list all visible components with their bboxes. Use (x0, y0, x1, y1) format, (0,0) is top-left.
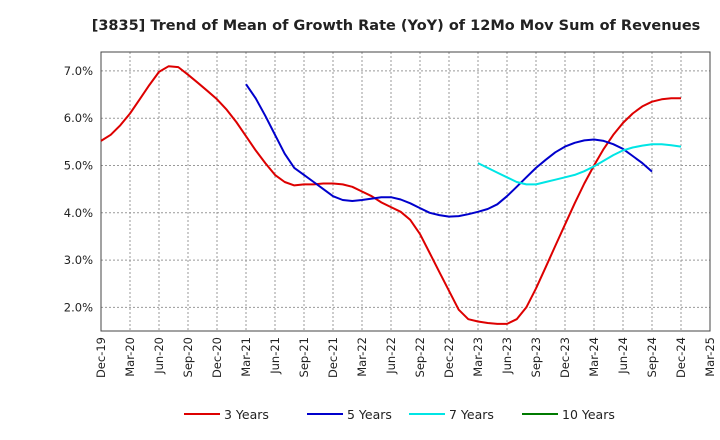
chart-title: [3835] Trend of Mean of Growth Rate (YoY… (92, 18, 701, 34)
y-tick-label: 4.0% (64, 206, 93, 220)
x-tick-label: Mar-25 (703, 337, 717, 377)
x-tick-label: Jun-24 (616, 337, 630, 375)
x-tick-label: Sep-20 (181, 337, 195, 377)
x-tick-label: Jun-22 (384, 337, 398, 375)
legend-label: 5 Years (347, 407, 392, 422)
x-tick-label: Sep-23 (529, 337, 543, 377)
series-lines (100, 65, 682, 325)
x-tick-label: Mar-23 (471, 337, 485, 377)
x-tick-label: Mar-22 (355, 337, 369, 377)
plot-area (100, 51, 711, 332)
x-tick-label: Sep-22 (413, 337, 427, 377)
x-tick-label: Dec-23 (558, 337, 572, 378)
grid-lines (100, 52, 711, 331)
x-tick-label: Sep-21 (297, 337, 311, 377)
x-tick-label: Mar-21 (239, 337, 253, 377)
x-tick-label: Jun-23 (500, 337, 514, 375)
y-tick-label: 7.0% (64, 64, 93, 78)
y-axis: 2.0% 3.0% 4.0% 5.0% 6.0% 7.0% (64, 64, 93, 314)
x-tick-label: Dec-21 (326, 337, 340, 378)
x-tick-label: Dec-19 (94, 337, 108, 378)
legend-label: 7 Years (449, 407, 494, 422)
legend-label: 10 Years (562, 407, 615, 422)
y-tick-label: 3.0% (64, 253, 93, 267)
x-axis: Dec-19 Mar-20 Jun-20 Sep-20 Dec-20 Mar-21 Jun-… (94, 337, 717, 378)
x-tick-label: Dec-24 (674, 337, 688, 378)
x-tick-label: Mar-24 (587, 337, 601, 377)
x-tick-label: Dec-22 (442, 337, 456, 378)
x-tick-label: Mar-20 (123, 337, 137, 377)
series-line-5-years (245, 83, 653, 218)
series-line-3-years (100, 65, 681, 325)
legend: 3 Years 5 Years 7 Years 10 Years (184, 407, 615, 422)
series-line-7-years (477, 143, 682, 186)
y-tick-label: 2.0% (64, 300, 93, 314)
y-tick-label: 5.0% (64, 158, 93, 172)
x-tick-label: Sep-24 (645, 337, 659, 377)
x-tick-label: Jun-21 (268, 337, 282, 375)
y-tick-label: 6.0% (64, 111, 93, 125)
x-tick-label: Dec-20 (210, 337, 224, 378)
x-tick-label: Jun-20 (152, 337, 166, 375)
legend-label: 3 Years (224, 407, 269, 422)
